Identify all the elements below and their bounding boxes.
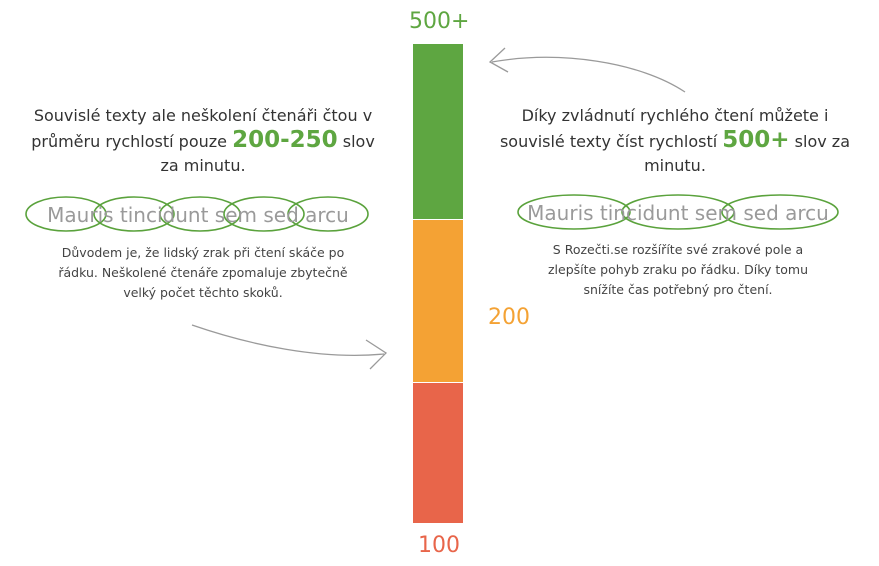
arrow-right-to-top-head <box>488 47 509 73</box>
left-description: Důvodem je, že lidský zrak při čtení ská… <box>58 245 348 300</box>
left-heading-text-1: Souvislé texty ale neškolení čtenáři čto… <box>31 106 373 151</box>
left-heading-text-2: slov za minutu. <box>160 132 375 175</box>
right-heading-text-1: Díky zvládnutí rychlého čtení můžete i s… <box>499 106 829 151</box>
bar-segment-medium <box>413 220 463 382</box>
arrow-left-to-bar-head <box>365 339 388 370</box>
fixation-ellipse <box>223 196 305 232</box>
right-demo-line: Mauris tincidunt sem sed arcu <box>517 192 839 232</box>
bar-segment-high <box>413 44 463 219</box>
left-heading-speed: 200-250 <box>232 127 338 153</box>
left-fixation-ellipses <box>25 196 369 232</box>
fixation-ellipse <box>93 196 175 232</box>
left-demo-line: Mauris tincidunt sem sed arcu <box>25 194 370 234</box>
fixation-ellipse <box>621 194 735 230</box>
fixation-ellipse <box>159 196 241 232</box>
right-description: S Rozečti.se rozšíříte své zrakové pole … <box>547 242 809 297</box>
fixation-ellipse <box>517 194 631 230</box>
fixation-ellipse <box>287 196 369 232</box>
right-heading-text-2: slov za minutu. <box>644 132 851 175</box>
left-heading: Souvislé texty ale neškolení čtenáři čto… <box>28 104 378 178</box>
label-200: 200 <box>488 305 530 330</box>
right-fixation-ellipses <box>517 194 839 230</box>
fixation-ellipse <box>25 196 107 232</box>
left-demo-text: Mauris tincidunt sem sed arcu <box>47 203 349 227</box>
right-heading-speed: 500+ <box>722 127 790 153</box>
right-demo-text: Mauris tincidunt sem sed arcu <box>527 201 829 225</box>
right-heading: Díky zvládnutí rychlého čtení můžete i s… <box>495 104 855 178</box>
bar-segment-low <box>413 383 463 523</box>
fixation-ellipse <box>721 194 839 230</box>
label-100: 100 <box>418 533 460 558</box>
arrow-right-to-top <box>491 56 686 93</box>
label-500-plus: 500+ <box>409 9 470 34</box>
arrow-left-to-bar <box>191 324 385 356</box>
